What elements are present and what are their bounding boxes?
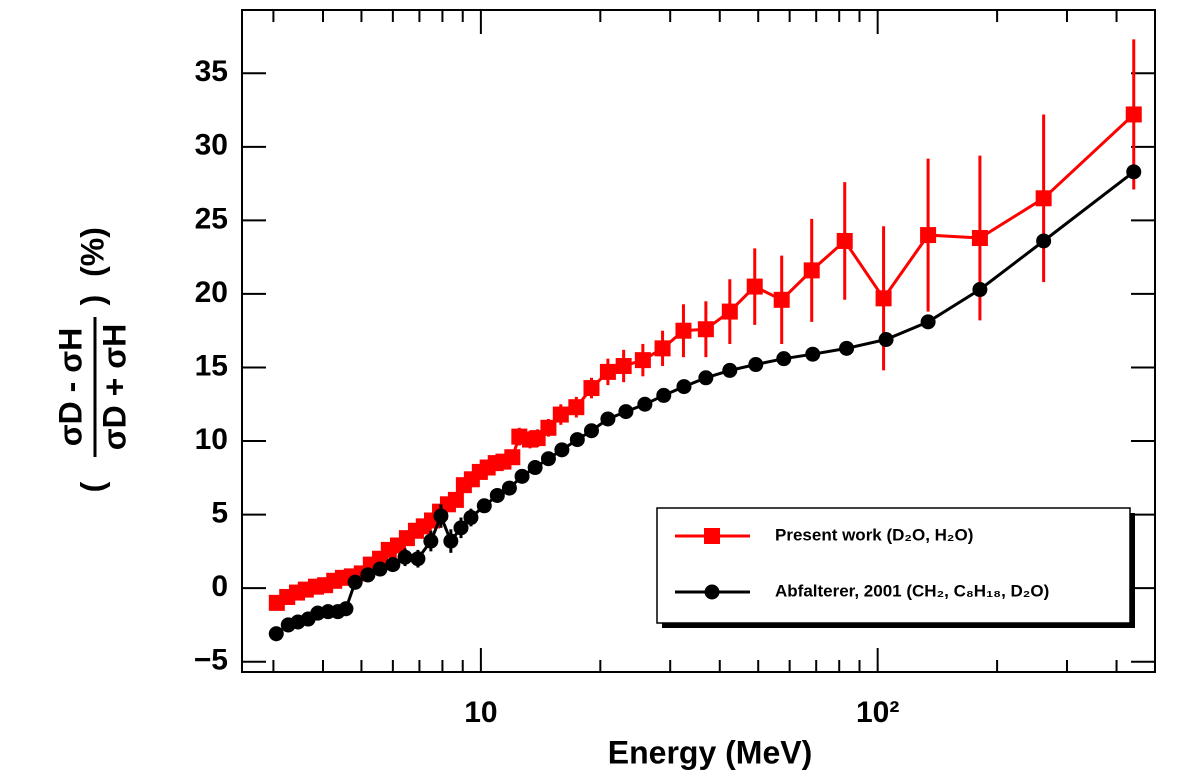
marker <box>698 370 714 386</box>
marker <box>972 282 988 298</box>
marker <box>552 406 569 423</box>
marker <box>372 561 388 577</box>
marker <box>1036 233 1052 249</box>
marker <box>748 357 764 373</box>
marker <box>803 262 820 279</box>
marker <box>776 351 792 367</box>
marker <box>583 380 600 397</box>
marker <box>654 340 671 357</box>
marker <box>514 468 530 484</box>
marker <box>634 352 651 369</box>
y-tick-label: 10 <box>195 423 228 456</box>
legend-label: Present work (D₂O, H₂O) <box>775 525 973 544</box>
legend-label: Abfalterer, 2001 (CH₂, C₈H₁₈, D₂O) <box>775 581 1049 600</box>
marker <box>1125 106 1142 123</box>
legend-box <box>656 507 1131 624</box>
marker <box>476 498 492 514</box>
marker <box>971 230 988 247</box>
marker <box>540 419 557 436</box>
marker <box>568 399 585 416</box>
y-label-denominator: σD + σH <box>96 324 132 450</box>
marker <box>527 460 543 476</box>
marker <box>875 290 892 307</box>
y-tick-label: 25 <box>195 202 228 235</box>
legend-marker <box>704 528 720 544</box>
marker <box>1035 190 1052 207</box>
marker <box>773 291 790 308</box>
marker <box>463 510 479 526</box>
legend: Present work (D₂O, H₂O) Abfalterer, 2001 … <box>656 507 1135 628</box>
marker <box>554 442 570 458</box>
y-tick-label: 20 <box>195 276 228 309</box>
marker <box>504 449 521 466</box>
marker <box>360 567 376 583</box>
y-label-unit: (%) <box>74 227 110 277</box>
marker <box>676 379 692 395</box>
marker <box>805 346 821 362</box>
y-label-numerator: σD - σH <box>52 328 88 446</box>
marker <box>920 314 936 330</box>
x-tick-label: 10² <box>856 696 899 729</box>
marker <box>920 227 937 244</box>
y-tick-label: −5 <box>194 644 228 677</box>
y-axis-label: ( σD - σH σD + σH ) (%) <box>52 227 132 492</box>
plot-frame <box>241 9 1156 673</box>
marker <box>433 508 449 524</box>
marker <box>721 303 738 320</box>
marker <box>656 387 672 403</box>
y-tick-label: 5 <box>211 497 228 530</box>
marker <box>722 362 738 378</box>
y-tick-label: 30 <box>195 129 228 162</box>
marker <box>618 404 634 420</box>
y-tick-label: 0 <box>211 570 228 603</box>
marker <box>746 278 763 295</box>
marker <box>397 549 413 565</box>
marker <box>599 363 616 380</box>
y-tick-label: 35 <box>195 55 228 88</box>
y-tick-label: 15 <box>195 349 228 382</box>
marker <box>615 358 632 375</box>
marker <box>839 340 855 356</box>
marker <box>453 520 469 536</box>
marker <box>675 322 692 339</box>
marker <box>410 551 426 567</box>
marker <box>347 574 363 590</box>
marker <box>268 626 284 642</box>
marker <box>697 321 714 338</box>
y-label-close: ) <box>74 295 110 306</box>
x-tick-label: 10 <box>464 696 497 729</box>
marker <box>501 480 517 496</box>
marker <box>489 487 505 503</box>
marker <box>637 396 653 412</box>
x-axis-label: Energy (MeV) <box>608 734 812 770</box>
marker <box>447 491 464 508</box>
marker <box>836 232 853 249</box>
legend-marker <box>704 584 720 600</box>
marker <box>385 557 401 573</box>
marker <box>583 423 599 439</box>
y-label-open: ( <box>74 481 110 492</box>
marker <box>600 411 616 427</box>
marker <box>540 451 556 467</box>
marker <box>423 533 439 549</box>
marker <box>338 601 354 617</box>
marker <box>878 332 894 348</box>
marker <box>443 533 459 549</box>
marker <box>1126 164 1142 180</box>
marker <box>569 432 585 448</box>
